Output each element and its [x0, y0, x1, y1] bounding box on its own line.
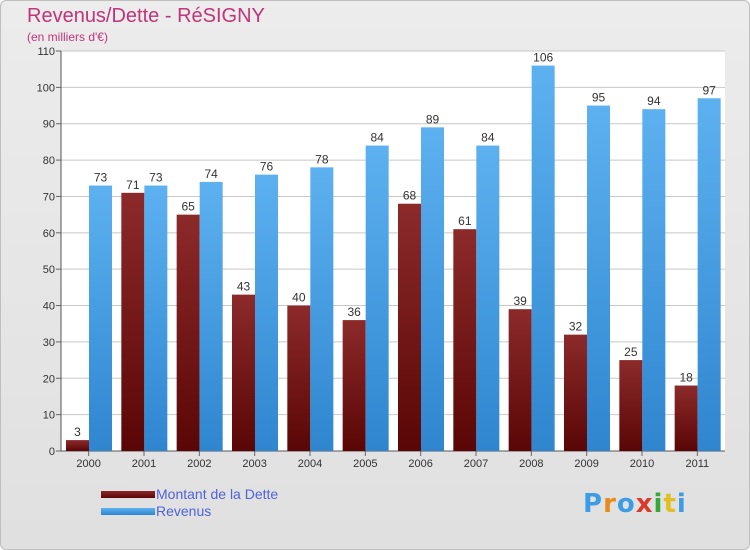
logo-letter: o: [616, 489, 636, 519]
bar-revenus: [642, 109, 666, 451]
data-label-dette: 36: [347, 305, 361, 319]
chart-subtitle: (en milliers d'€): [27, 30, 108, 44]
x-tick-label: 2004: [298, 458, 322, 470]
data-label-revenus: 73: [94, 171, 108, 185]
x-tick-label: 2001: [132, 458, 156, 470]
bar-revenus: [310, 167, 334, 451]
data-label-revenus: 74: [204, 167, 218, 181]
logo-letter: P: [583, 489, 604, 519]
x-tick-label: 2003: [242, 458, 266, 470]
data-label-revenus: 78: [315, 152, 329, 166]
data-label-dette: 32: [569, 320, 583, 334]
x-tick-label: 2009: [574, 458, 598, 470]
data-label-revenus: 76: [260, 160, 274, 174]
bar-dette: [674, 385, 698, 451]
legend-swatch-dette: [101, 491, 155, 498]
bar-revenus: [365, 145, 389, 451]
data-label-revenus: 89: [426, 112, 440, 126]
y-tick-label: 110: [37, 46, 55, 58]
bar-dette: [564, 334, 587, 451]
data-label-dette: 43: [237, 280, 251, 294]
x-tick-label: 2002: [187, 458, 211, 470]
logo-letter: r: [603, 489, 617, 519]
bar-revenus: [531, 65, 555, 451]
data-label-revenus: 73: [149, 171, 163, 185]
data-label-dette: 61: [458, 214, 472, 228]
x-tick-label: 2008: [519, 458, 543, 470]
data-label-revenus: 95: [592, 91, 606, 105]
bar-revenus: [587, 105, 610, 451]
y-tick-label: 70: [43, 191, 55, 203]
data-label-revenus: 97: [702, 83, 716, 97]
data-label-dette: 3: [74, 425, 81, 439]
bar-revenus: [255, 174, 278, 452]
bar-dette: [121, 192, 145, 451]
x-tick-label: 2006: [408, 458, 432, 470]
x-tick-label: 2011: [686, 458, 710, 470]
bar-revenus: [144, 185, 168, 451]
y-tick-label: 10: [43, 410, 55, 422]
data-label-dette: 68: [403, 189, 417, 203]
y-tick-label: 100: [37, 82, 55, 94]
legend-swatch-revenus: [101, 508, 155, 515]
bar-dette: [342, 320, 366, 451]
data-label-revenus: 106: [533, 51, 553, 65]
data-label-revenus: 84: [370, 131, 384, 145]
bar-revenus: [89, 185, 112, 451]
bar-dette: [453, 229, 477, 451]
bar-dette: [232, 294, 255, 451]
x-tick-label: 2000: [76, 458, 100, 470]
data-label-revenus: 94: [647, 94, 661, 108]
y-tick-label: 30: [43, 337, 55, 349]
logo-letter: i: [653, 489, 664, 519]
x-tick-label: 2010: [630, 458, 654, 470]
bar-dette: [176, 214, 200, 451]
data-label-dette: 40: [292, 291, 306, 305]
logo-letter: x: [635, 489, 654, 519]
data-label-dette: 39: [513, 294, 527, 308]
legend-label-dette: Montant de la Dette: [156, 486, 279, 502]
y-tick-label: 20: [43, 373, 55, 385]
legend-label-revenus: Revenus: [156, 503, 212, 519]
bar-revenus: [421, 127, 444, 451]
y-tick-label: 0: [49, 446, 55, 458]
x-tick-label: 2005: [353, 458, 377, 470]
data-label-dette: 25: [624, 345, 638, 359]
bar-revenus: [697, 98, 721, 451]
data-label-dette: 71: [126, 178, 140, 192]
y-tick-label: 50: [43, 264, 55, 276]
proxiti-logo: Proxiti: [583, 489, 687, 519]
y-tick-label: 60: [43, 228, 55, 240]
y-tick-label: 40: [43, 301, 55, 313]
bar-dette: [287, 305, 311, 451]
y-tick-label: 90: [43, 119, 55, 131]
chart-title: Revenus/Dette - RéSIGNY: [27, 5, 265, 27]
y-tick-label: 80: [43, 155, 55, 167]
bar-revenus: [199, 181, 223, 451]
bar-dette: [398, 203, 421, 451]
logo-letter: t: [663, 489, 677, 519]
data-label-dette: 65: [181, 200, 195, 214]
plot-area: [61, 51, 725, 451]
data-label-revenus: 84: [481, 131, 495, 145]
bar-dette: [508, 309, 532, 451]
bar-dette: [66, 440, 89, 451]
x-tick-label: 2007: [464, 458, 488, 470]
data-label-dette: 18: [679, 371, 693, 385]
logo-letter: i: [676, 489, 687, 519]
bar-dette: [619, 360, 643, 451]
bar-revenus: [476, 145, 500, 451]
